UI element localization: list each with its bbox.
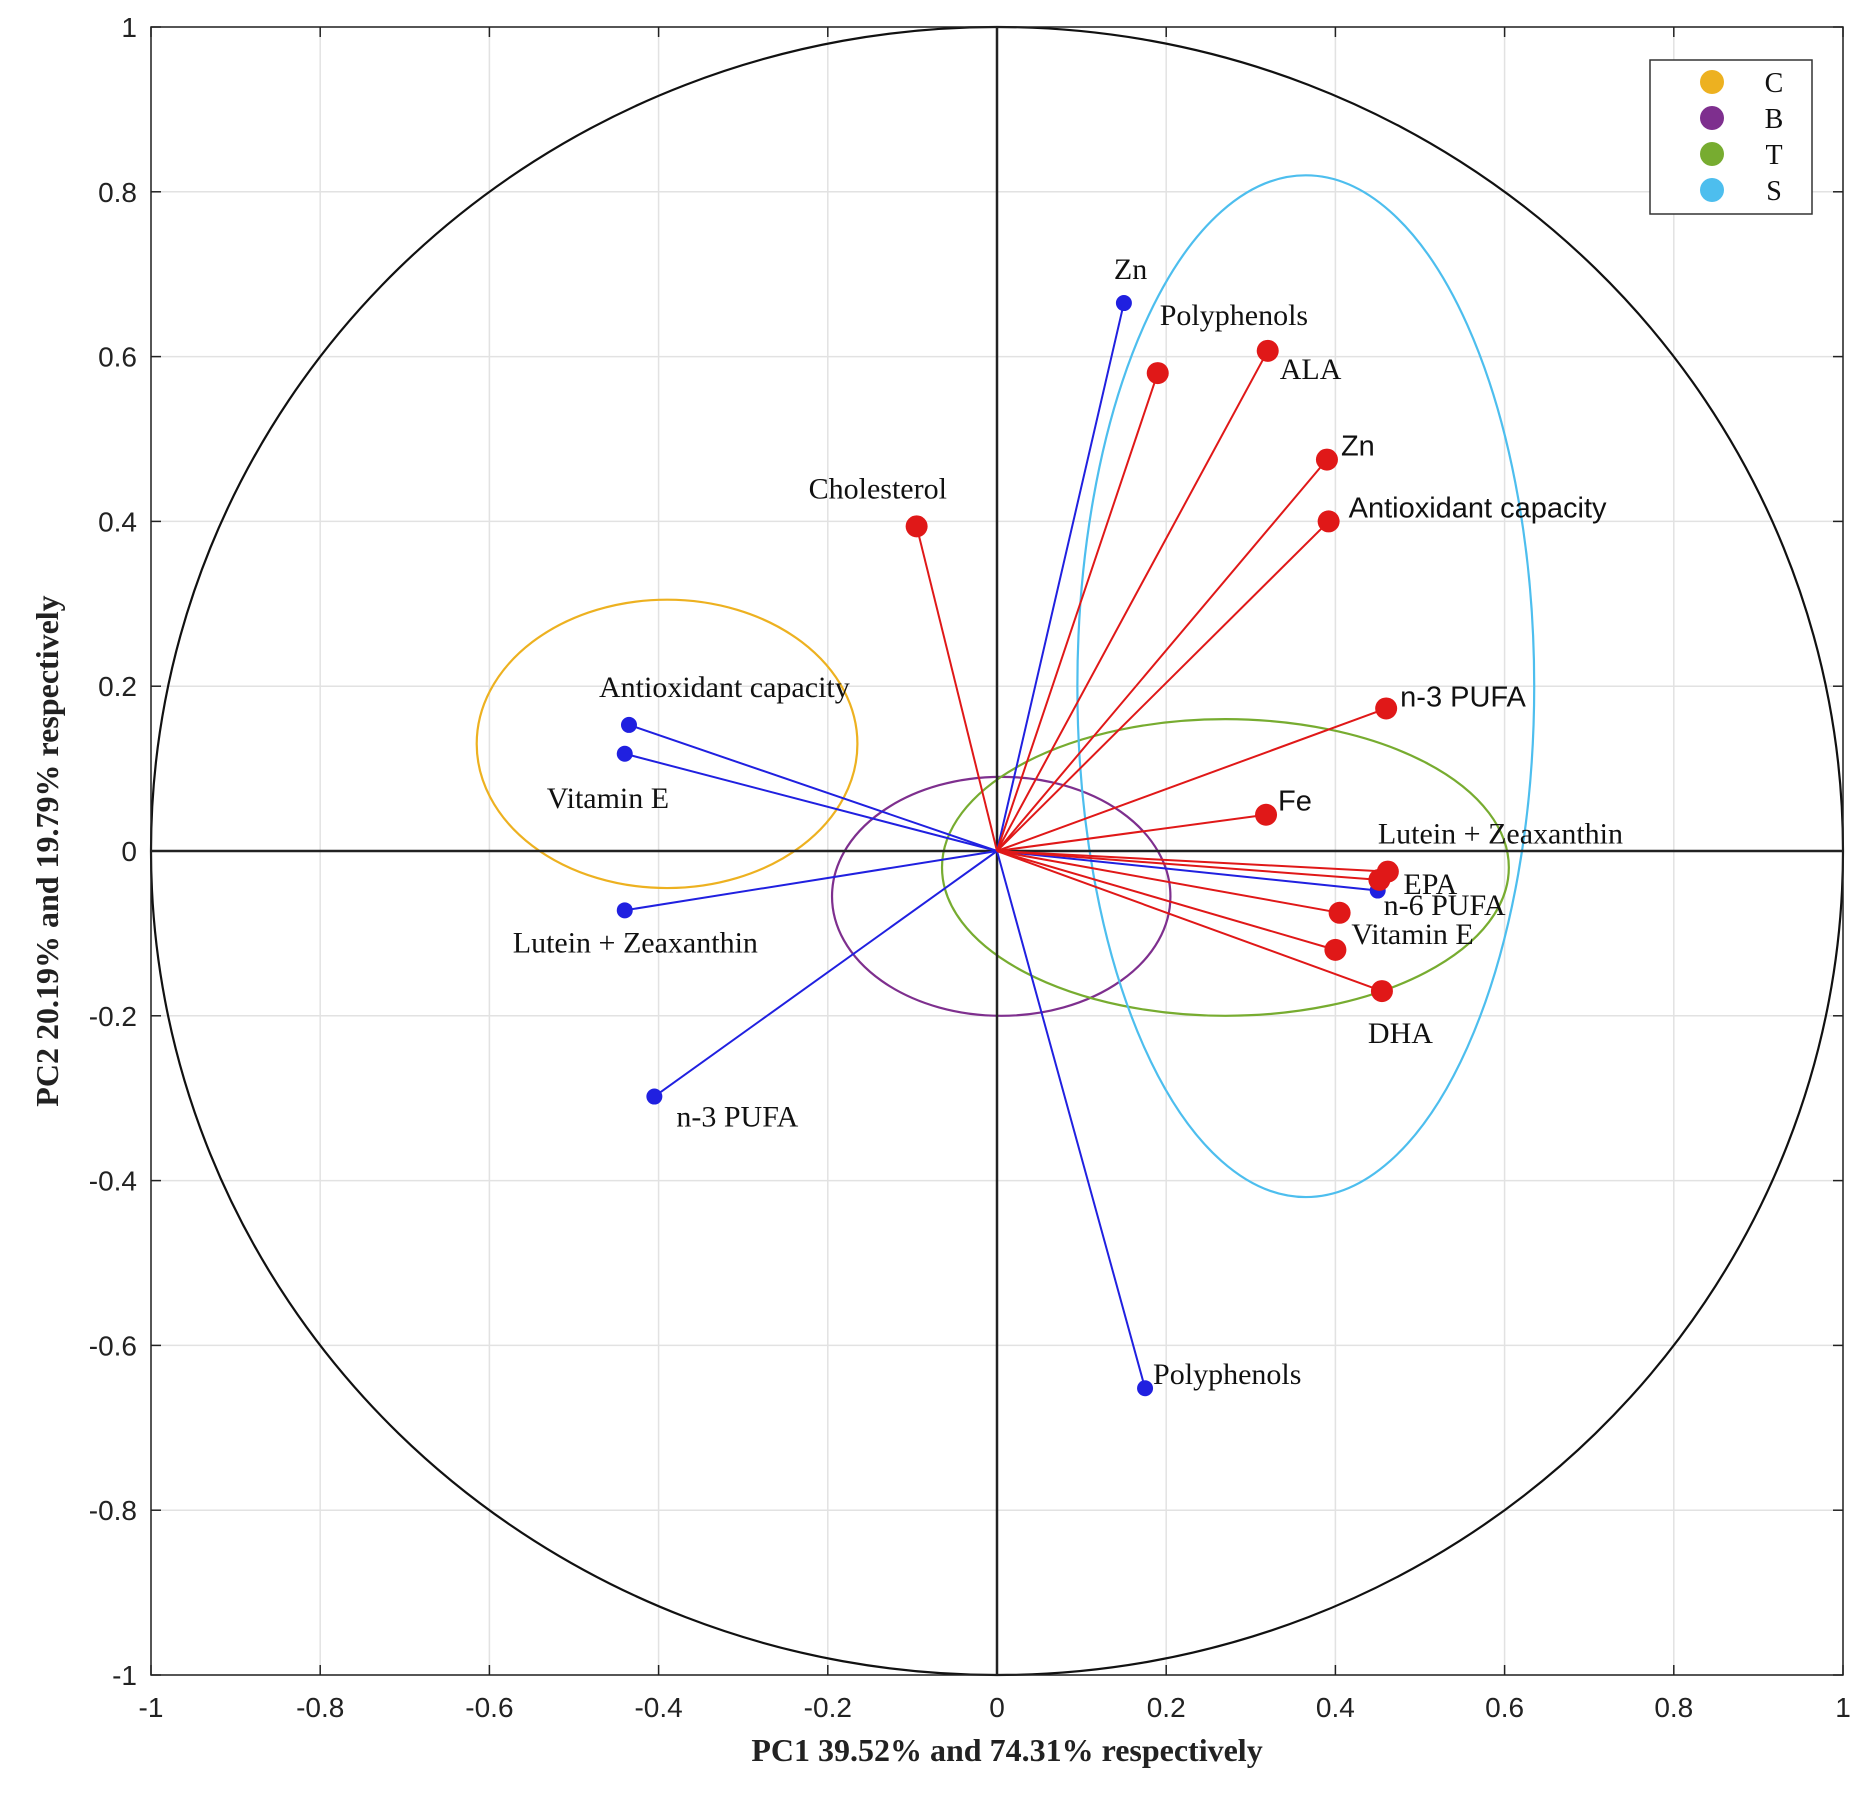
y-tick-label: 0.8	[98, 177, 137, 208]
loading-vector-line	[996, 850, 1340, 914]
y-tick-label: -0.8	[89, 1495, 137, 1526]
loading-point	[1256, 339, 1279, 362]
loading-point	[646, 1088, 663, 1105]
point-label: Polyphenols	[1160, 299, 1308, 332]
loading-vector-line	[996, 458, 1328, 852]
x-tick-label: 1	[1835, 1692, 1851, 1723]
loading-vector-line	[996, 707, 1387, 852]
loading-point	[1137, 1380, 1154, 1397]
point-label: Vitamin E	[1351, 918, 1473, 951]
x-tick-label: -0.8	[296, 1692, 344, 1723]
loading-point	[1255, 803, 1278, 826]
loading-vector-line	[996, 850, 1378, 892]
loading-point	[1375, 697, 1398, 720]
point-label: Antioxidant capacity	[599, 671, 850, 704]
point-label: n-3 PUFA	[1400, 681, 1526, 713]
legend-marker	[1700, 70, 1724, 94]
x-tick-label: 0.6	[1485, 1692, 1524, 1723]
legend-label: B	[1765, 104, 1784, 135]
loading-point	[905, 515, 928, 538]
point-label: Fe	[1278, 786, 1312, 818]
loading-vector-line	[624, 752, 998, 852]
point-label: Cholesterol	[809, 472, 947, 505]
loading-vector-line	[996, 850, 1147, 1389]
x-tick-label: -0.2	[804, 1692, 852, 1723]
loading-vector-line	[996, 850, 1383, 993]
loading-vector-line	[915, 526, 998, 852]
legend-marker	[1700, 178, 1724, 202]
x-tick-label: -1	[139, 1692, 164, 1723]
legend-label: T	[1765, 140, 1782, 171]
loading-point	[1370, 980, 1393, 1003]
y-axis-title: PC2 20.19% and 19.79% respectively	[29, 595, 65, 1106]
loading-vector-line	[653, 850, 998, 1098]
y-tick-label: -1	[112, 1660, 137, 1691]
y-tick-label: 0.4	[98, 506, 137, 537]
loading-point	[1368, 868, 1391, 891]
loading-point	[1315, 448, 1338, 471]
point-label: n-6 PUFA	[1384, 889, 1506, 922]
point-label: Zn	[1341, 431, 1375, 463]
loading-vector-line	[996, 520, 1330, 852]
y-tick-label: 0.2	[98, 671, 137, 702]
loading-point	[620, 716, 637, 733]
loading-point	[1146, 362, 1169, 385]
point-label: Vitamin E	[547, 782, 669, 815]
legend-marker	[1700, 106, 1724, 130]
point-label: EPA	[1403, 868, 1457, 901]
legend-marker	[1700, 142, 1724, 166]
loading-vector-line	[996, 850, 1336, 951]
point-label: DHA	[1368, 1017, 1433, 1050]
point-label: Antioxidant capacity	[1349, 492, 1607, 524]
point-label: Polyphenols	[1153, 1358, 1301, 1391]
loading-point	[1317, 510, 1340, 533]
point-label: Lutein + Zeaxanthin	[513, 926, 758, 959]
ellipse-C	[475, 598, 859, 890]
point-label: n-3 PUFA	[676, 1101, 798, 1134]
group-ellipses	[475, 174, 1536, 1199]
x-tick-label: 0	[989, 1692, 1005, 1723]
loading-vector-line	[624, 850, 998, 912]
point-label: Lutein + Zeaxanthin	[1378, 818, 1623, 851]
y-tick-label: -0.6	[89, 1330, 137, 1361]
x-tick-label: 0.8	[1654, 1692, 1693, 1723]
loading-point	[616, 745, 633, 762]
legend-label: C	[1765, 68, 1784, 99]
loading-vector-line	[628, 723, 998, 852]
ellipse-S	[1076, 174, 1536, 1199]
tick-labels: -1 -0.8 -0.6 -0.4 -0.2 0 0.2 0.4 0.6 0.8 1 1 0.8 0.6 0…	[89, 12, 1851, 1723]
loading-point	[1328, 901, 1351, 924]
x-tick-label: 0.2	[1147, 1692, 1186, 1723]
loading-point	[1115, 295, 1132, 312]
loading-vectors	[616, 295, 1399, 1397]
ellipse-T	[940, 718, 1510, 1017]
legend-box	[1649, 59, 1813, 215]
y-tick-label: 0.6	[98, 342, 137, 373]
y-tick-label: -0.4	[89, 1166, 137, 1197]
loading-vector-line	[996, 350, 1269, 852]
legend-label: S	[1766, 176, 1782, 207]
loading-vector-line	[996, 302, 1125, 852]
loading-vector-line	[996, 850, 1380, 881]
y-tick-label: 1	[121, 12, 137, 43]
point-label: Zn	[1114, 253, 1147, 286]
y-tick-label: 0	[121, 836, 137, 867]
loading-point	[1324, 938, 1347, 961]
x-tick-label: -0.6	[465, 1692, 513, 1723]
x-tick-label: 0.4	[1316, 1692, 1355, 1723]
loading-vector-line	[996, 813, 1267, 852]
point-labels: Zn Antioxidant capacity Vitamin E Lutein + …	[513, 253, 1623, 1391]
point-label: ALA	[1280, 353, 1342, 386]
loading-point	[616, 902, 633, 919]
x-axis-title: PC1 39.52% and 74.31% respectively	[751, 1732, 1262, 1768]
y-tick-label: -0.2	[89, 1001, 137, 1032]
loading-vector-line	[996, 372, 1159, 852]
x-tick-label: -0.4	[634, 1692, 682, 1723]
loading-vector-line	[996, 850, 1388, 873]
